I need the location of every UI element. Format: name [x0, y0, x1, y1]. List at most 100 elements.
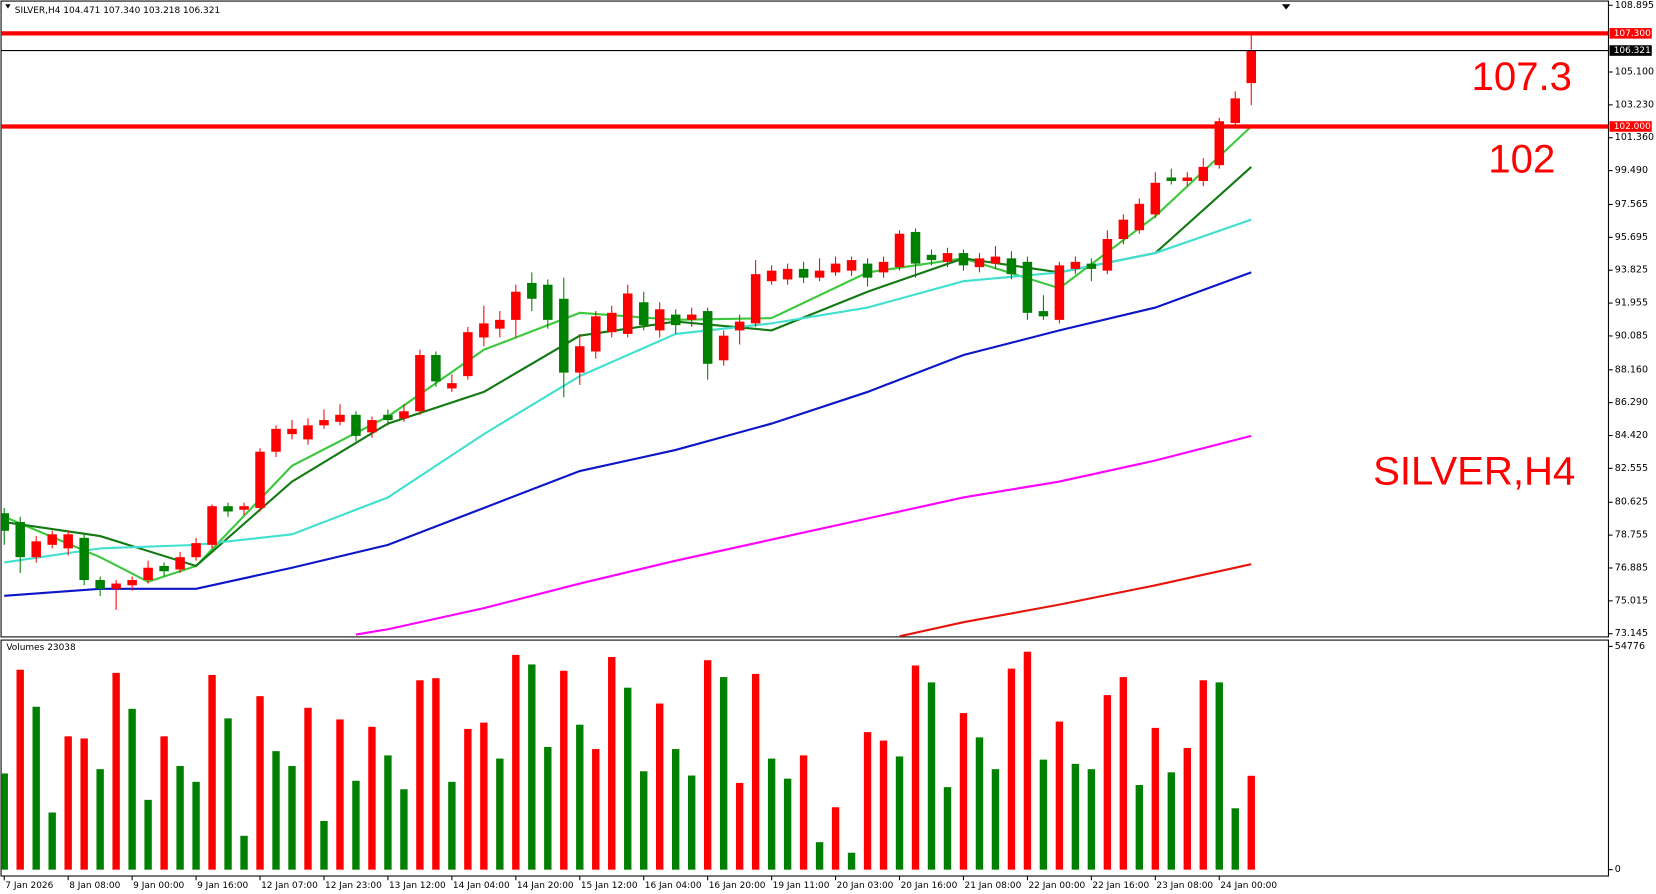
volume-bar [1039, 759, 1048, 870]
volume-bar [1135, 785, 1144, 870]
y-tick-label: 97.565 [1615, 199, 1648, 210]
volume-plot [1, 651, 1255, 870]
volume-bar [416, 680, 424, 870]
volume-bar [608, 657, 616, 870]
volume-bar [1215, 682, 1223, 870]
volume-bar [576, 724, 584, 870]
y-tick-label: 84.420 [1615, 430, 1648, 441]
candle-body [1054, 265, 1065, 320]
candle-body [383, 414, 393, 421]
candle-body [1246, 50, 1257, 84]
candle-body [942, 253, 953, 262]
x-tick-label: 21 Jan 08:00 [965, 881, 1022, 891]
volume-bar [368, 726, 376, 870]
y-tick-label: 86.290 [1615, 397, 1648, 408]
volume-bar [192, 781, 200, 870]
volume-bar [767, 758, 776, 870]
y-tick-label: 80.625 [1615, 497, 1648, 508]
candle-body [910, 231, 921, 264]
x-tick-label: 7 Jan 2026 [5, 881, 53, 891]
volume-bar [256, 696, 264, 870]
y-tick-label: 88.160 [1615, 364, 1648, 375]
level-label: 102.000 [1614, 122, 1651, 132]
candle-body [1102, 239, 1113, 271]
y-tick-label: 82.555 [1615, 463, 1648, 474]
candle-body [543, 284, 553, 320]
volume-bar [464, 728, 472, 870]
level-label-box [1609, 28, 1652, 39]
volume-bar [384, 755, 392, 870]
candle-body [1070, 261, 1081, 269]
volume-bar [656, 703, 664, 870]
volume-bar [512, 654, 520, 870]
volume-bar [1071, 763, 1080, 870]
candle-body [686, 314, 697, 320]
volume-bar [943, 787, 952, 870]
x-tick-label: 9 Jan 16:00 [197, 881, 248, 891]
x-tick-label: 16 Jan 04:00 [645, 881, 702, 891]
moving-average [4, 271, 1252, 597]
candle-body [447, 383, 457, 389]
level-label-box [1609, 121, 1652, 132]
volume-tick-label: 54776 [1615, 641, 1645, 652]
menu-arrow[interactable] [5, 4, 11, 9]
bid-label: 106.321 [1614, 46, 1651, 56]
x-tick-label: 13 Jan 12:00 [389, 881, 446, 891]
volume-bar [1007, 668, 1016, 870]
x-tick-label: 20 Jan 16:00 [901, 881, 958, 891]
volume-bar [831, 807, 840, 870]
y-tick-label: 105.100 [1615, 66, 1654, 77]
x-tick-label: 14 Jan 20:00 [517, 881, 574, 891]
volume-panel [0, 639, 1609, 877]
volume-bar [528, 664, 536, 870]
volume-bar [208, 674, 216, 870]
candle-body [1230, 98, 1241, 123]
y-tick-label: 90.085 [1615, 330, 1648, 341]
y-tick-label: 78.755 [1615, 530, 1648, 541]
volume-bar [176, 765, 184, 870]
candle-body [878, 261, 889, 273]
volume-bar [240, 835, 248, 870]
volume-bar [1119, 677, 1128, 870]
volume-bar [1, 773, 8, 870]
candle-body [638, 302, 649, 326]
candle-body [1, 513, 9, 531]
x-tick-label: 16 Jan 20:00 [709, 881, 766, 891]
x-tick-label: 12 Jan 23:00 [325, 881, 382, 891]
volume-bar [480, 722, 488, 870]
candle-body [559, 298, 569, 373]
y-tick-label: 76.885 [1615, 562, 1648, 573]
candle-body [734, 321, 745, 331]
y-tick-label: 91.955 [1615, 298, 1648, 309]
annotation: 102 [1488, 136, 1555, 181]
y-tick-label: 103.230 [1615, 99, 1654, 110]
y-tick-label: 99.490 [1615, 165, 1648, 176]
shift-marker[interactable] [1281, 4, 1291, 10]
candle-body [351, 414, 361, 436]
candle-body [1166, 177, 1177, 181]
x-tick-label: 24 Jan 00:00 [1220, 881, 1277, 891]
candle-body [527, 282, 537, 299]
candle-body [894, 233, 905, 268]
annotation: 107.3 [1472, 54, 1572, 99]
volume-bar [352, 780, 360, 870]
x-tick-label: 14 Jan 04:00 [453, 881, 510, 891]
y-tick-label: 95.695 [1615, 232, 1648, 243]
volume-tick-label: 0 [1615, 864, 1621, 875]
candle-body [1118, 219, 1129, 240]
candle-body [79, 537, 89, 581]
volume-bar [879, 740, 888, 870]
volume-bar [288, 765, 296, 870]
volume-title: Volumes 23038 [6, 643, 76, 653]
volume-bar [895, 756, 904, 870]
volume-bar [304, 707, 312, 870]
y-tick-label: 93.825 [1615, 265, 1648, 276]
candle-body [702, 311, 713, 364]
candle-body [479, 323, 489, 338]
candle-body [926, 254, 937, 261]
candle-body [750, 274, 761, 324]
candle-body [1038, 311, 1049, 317]
volume-bar [592, 749, 600, 870]
candle-body [335, 414, 345, 422]
